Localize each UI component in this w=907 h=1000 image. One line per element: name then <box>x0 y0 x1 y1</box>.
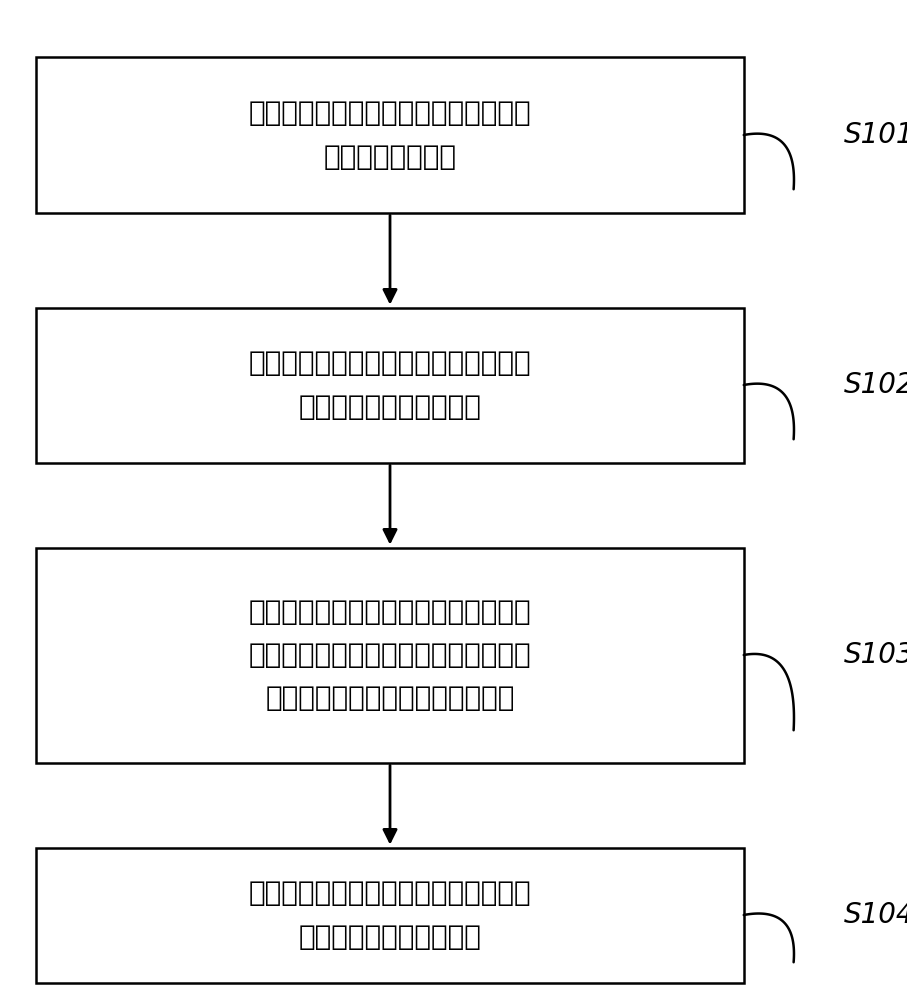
Bar <box>36 548 744 762</box>
Bar <box>36 308 744 462</box>
Text: S102: S102 <box>844 371 907 399</box>
Text: 选择计算场景，确定广义储能系统的综
合成本及待选的安装位置: 选择计算场景，确定广义储能系统的综 合成本及待选的安装位置 <box>249 349 532 421</box>
Text: S104: S104 <box>844 901 907 929</box>
Text: 获取配电网的基本信息，生成计算场景
及对应的场景概率: 获取配电网的基本信息，生成计算场景 及对应的场景概率 <box>249 99 532 171</box>
Text: S103: S103 <box>844 641 907 669</box>
Text: 选择各安装位置的广义储能系统运行策
略，按照综合成本最小来确定广义储能
系统的安装位置及对应的安装容量: 选择各安装位置的广义储能系统运行策 略，按照综合成本最小来确定广义储能 系统的安… <box>249 598 532 712</box>
Text: 获得不同场景概率下的有源配电网中广
义储能系统的总安装容量: 获得不同场景概率下的有源配电网中广 义储能系统的总安装容量 <box>249 879 532 951</box>
Text: S101: S101 <box>844 121 907 149</box>
Bar <box>36 848 744 982</box>
Bar <box>36 57 744 213</box>
